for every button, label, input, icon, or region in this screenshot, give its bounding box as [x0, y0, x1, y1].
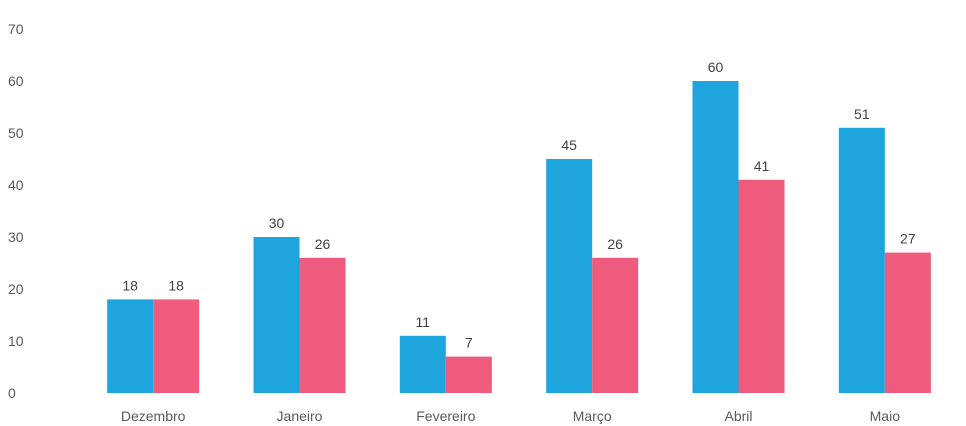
category-label: Janeiro	[277, 408, 323, 424]
data-label: 18	[168, 277, 184, 293]
y-tick-label: 0	[8, 385, 16, 401]
data-labels: 18 18 30 26 11 7 45 26 60 41 51 27	[122, 59, 915, 351]
bar-pink	[738, 179, 785, 393]
bar-pink	[592, 257, 639, 393]
data-label: 7	[465, 335, 473, 351]
data-label: 30	[269, 215, 285, 231]
data-label: 41	[754, 158, 770, 174]
category-label: Fevereiro	[416, 408, 475, 424]
y-tick-label: 20	[8, 281, 24, 297]
data-label: 26	[315, 236, 331, 252]
data-label: 60	[708, 59, 724, 75]
y-tick-label: 10	[8, 333, 24, 349]
data-label: 45	[561, 137, 577, 153]
bar-pink	[445, 356, 492, 393]
y-tick-label: 50	[8, 125, 24, 141]
data-label: 26	[607, 236, 623, 252]
bar-blue	[546, 159, 593, 393]
bar-blue	[399, 335, 446, 393]
category-label: Abril	[724, 408, 752, 424]
bar-pink	[884, 252, 931, 393]
bar-blue	[838, 127, 885, 394]
bar-pink	[153, 299, 200, 393]
bar-group	[107, 81, 931, 394]
y-axis: 0 10 20 30 40 50 60 70	[8, 21, 24, 401]
category-label: Março	[573, 408, 612, 424]
bar-pink	[299, 257, 346, 393]
data-label: 18	[122, 277, 138, 293]
y-tick-label: 30	[8, 229, 24, 245]
category-label: Maio	[870, 408, 901, 424]
data-label: 11	[416, 314, 431, 330]
bar-blue	[692, 81, 739, 393]
category-label: Dezembro	[121, 408, 186, 424]
data-label: 51	[854, 106, 870, 122]
y-tick-label: 70	[8, 21, 24, 37]
bar-blue	[253, 237, 300, 393]
y-tick-label: 60	[8, 73, 24, 89]
bar-blue	[107, 299, 154, 393]
data-label: 27	[900, 231, 916, 247]
y-tick-label: 40	[8, 177, 24, 193]
x-axis: Dezembro Janeiro Fevereiro Março Abril Maio	[121, 408, 900, 424]
